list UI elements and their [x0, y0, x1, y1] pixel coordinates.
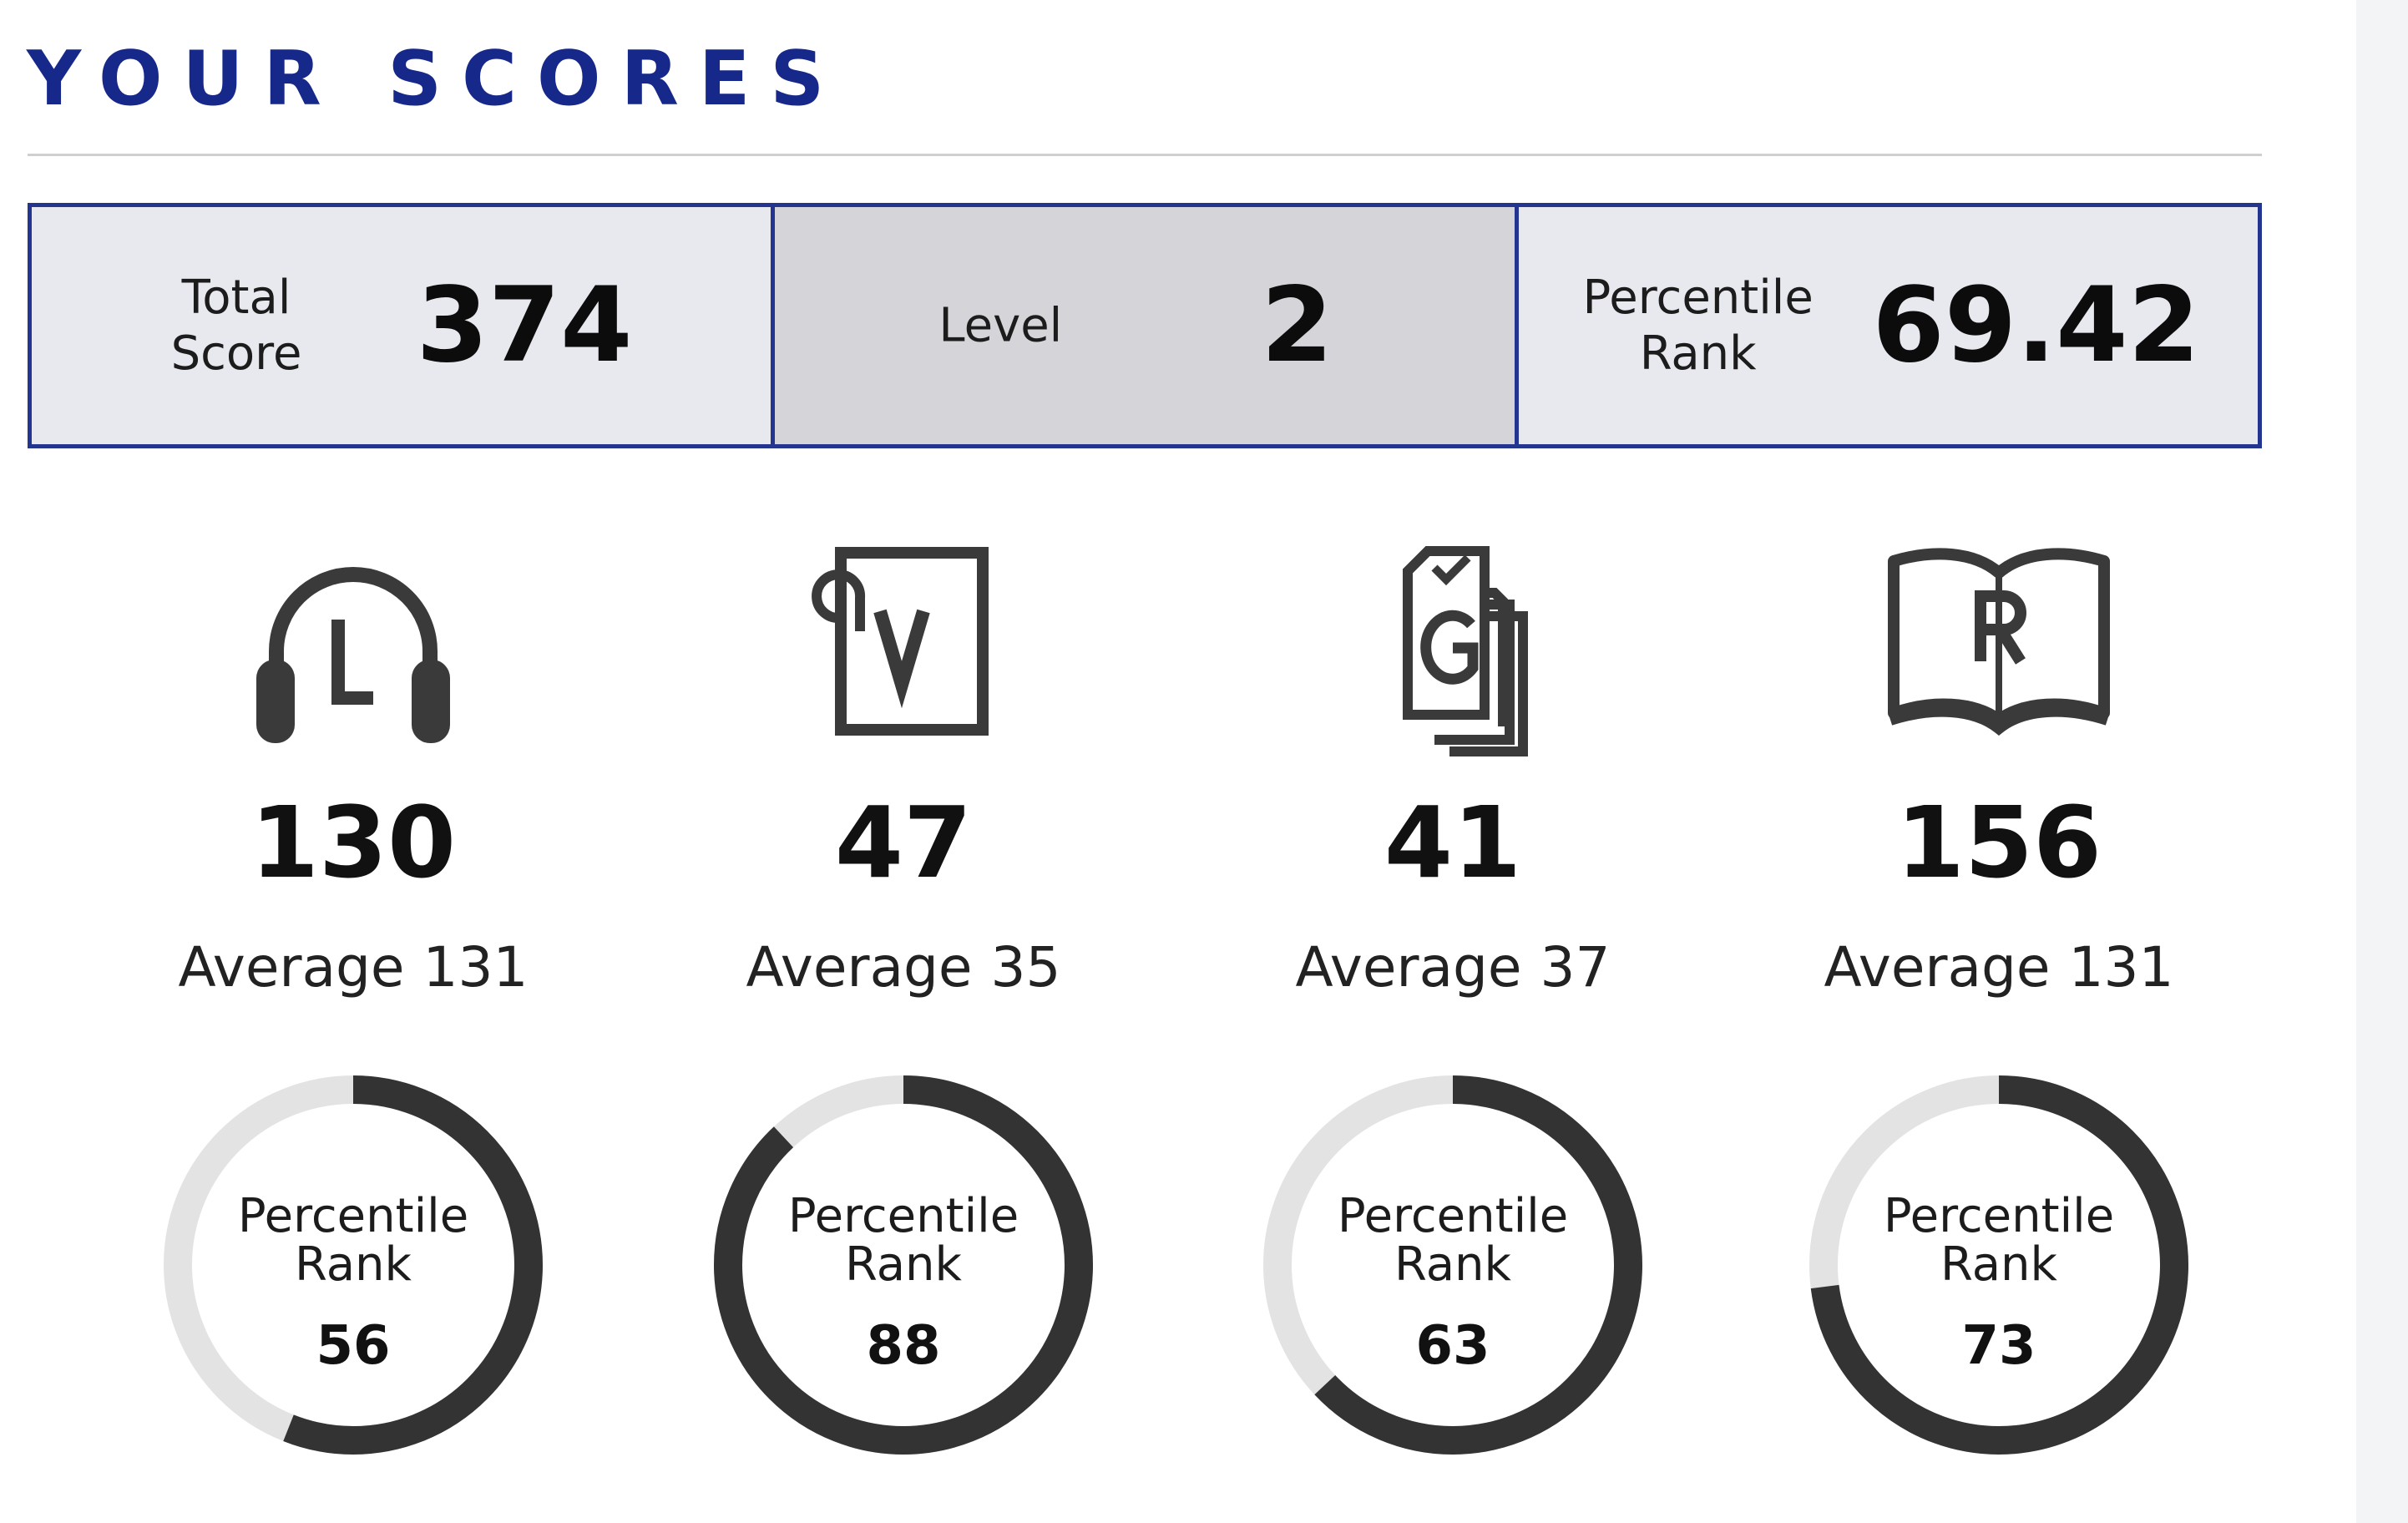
average-value: 131 — [422, 935, 529, 999]
section-score: 41 — [1384, 785, 1522, 900]
percentile-ring: Percentile Rank 88 — [707, 1069, 1100, 1461]
percentile-ring: Percentile Rank 63 — [1257, 1069, 1649, 1461]
page-title: YOUR SCORES — [27, 35, 845, 123]
ring-progress-arc — [714, 1075, 1093, 1455]
page-side-strip — [2356, 0, 2408, 1523]
ring-value: 88 — [866, 1315, 941, 1377]
headphones-l-icon — [236, 543, 470, 760]
percentile-ring: Percentile Rank 56 — [157, 1069, 549, 1461]
total-score-value: 374 — [416, 266, 633, 386]
document-v-icon — [787, 543, 1020, 760]
section-average: Average 35 — [628, 940, 1179, 995]
percentile-rank-value: 69.42 — [1872, 266, 2200, 386]
ring-progress-arc — [164, 1075, 543, 1455]
section-vocabulary: 47 Average 35 Percentile Rank 88 — [628, 543, 1179, 1478]
title-divider — [28, 154, 2262, 156]
section-score: 156 — [1895, 785, 2102, 900]
ring-value: 56 — [316, 1315, 391, 1377]
ring-value: 63 — [1415, 1315, 1490, 1377]
ring-progress-arc — [1263, 1075, 1642, 1455]
average-value: 35 — [990, 935, 1061, 999]
level-label: Level — [938, 298, 1063, 353]
section-reading: 156 Average 131 Percentile Rank 73 — [1723, 543, 2274, 1478]
section-score: 47 — [834, 785, 973, 900]
section-score: 130 — [250, 785, 457, 900]
ring-progress-arc — [1809, 1075, 2188, 1455]
section-listening: 130 Average 131 Percentile Rank 56 — [78, 543, 629, 1478]
average-label: Average — [1295, 935, 1522, 999]
stacked-pages-g-icon — [1336, 543, 1570, 760]
ring-label: Percentile Rank — [787, 1189, 1019, 1292]
total-score-label: Total Score — [170, 270, 302, 381]
open-book-r-icon — [1882, 543, 2116, 760]
section-grammar: 41 Average 37 Percentile Rank 63 — [1177, 543, 1728, 1478]
ring-value: 73 — [1961, 1315, 2036, 1377]
section-average: Average 131 — [1723, 940, 2274, 995]
average-label: Average — [746, 935, 973, 999]
section-average: Average 37 — [1177, 940, 1728, 995]
ring-label: Percentile Rank — [237, 1189, 469, 1292]
level-value: 2 — [1261, 266, 1333, 386]
average-label: Average — [1824, 935, 2051, 999]
section-average: Average 131 — [78, 940, 629, 995]
ring-label: Percentile Rank — [1337, 1189, 1569, 1292]
percentile-rank-cell: Percentile Rank 69.42 — [1514, 207, 2258, 444]
average-label: Average — [178, 935, 405, 999]
ring-label: Percentile Rank — [1883, 1189, 2115, 1292]
level-cell: Level 2 — [771, 207, 1515, 444]
average-value: 37 — [1540, 935, 1611, 999]
average-value: 131 — [2068, 935, 2174, 999]
summary-bar: Total Score 374 Level 2 Percentile Rank … — [28, 203, 2262, 448]
total-score-cell: Total Score 374 — [32, 207, 771, 444]
percentile-ring: Percentile Rank 73 — [1803, 1069, 2195, 1461]
percentile-rank-label: Percentile Rank — [1582, 270, 1814, 381]
